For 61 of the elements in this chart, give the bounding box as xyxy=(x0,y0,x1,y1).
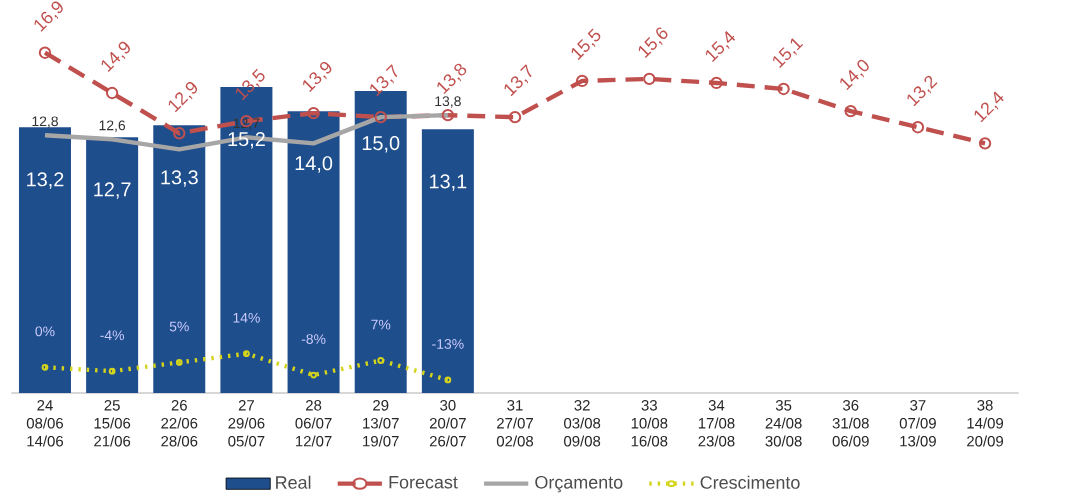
point xyxy=(243,350,250,358)
x-tick-label: 30 20/07 26/07 xyxy=(429,400,466,447)
data-label: 13,8 xyxy=(435,96,461,108)
data-label: 0% xyxy=(35,326,55,337)
point xyxy=(307,106,320,120)
x-tick-label: 25 15/06 21/06 xyxy=(94,400,131,447)
x-tick-label: 35 24/08 30/08 xyxy=(765,400,802,447)
data-label: -4% xyxy=(100,330,125,341)
data-label: 12,7 xyxy=(94,182,131,199)
x-tick-label: 32 03/08 09/08 xyxy=(564,400,601,447)
x-tick-label: 27 29/06 05/07 xyxy=(228,400,265,447)
point xyxy=(575,74,589,88)
point xyxy=(508,110,522,124)
data-label: 12,8 xyxy=(32,116,58,128)
data-label: 15,0 xyxy=(362,136,400,153)
legend-label: Orçamento xyxy=(535,475,623,493)
point xyxy=(377,357,385,364)
point xyxy=(710,76,723,90)
x-tick-label: 28 06/07 12/07 xyxy=(295,400,332,447)
data-label: 14% xyxy=(233,312,260,323)
data-label: 12,6 xyxy=(99,120,126,132)
data-label: 15,2 xyxy=(228,132,265,149)
data-label: 13,3 xyxy=(161,170,198,187)
legend-label: Crescimento xyxy=(700,475,800,489)
data-label: 12,4 xyxy=(974,91,1004,123)
point xyxy=(844,104,857,118)
point xyxy=(911,121,925,134)
data-label: 7% xyxy=(371,319,391,330)
data-label: 13,1 xyxy=(430,174,467,191)
legend-label: Forecast xyxy=(389,476,458,489)
legend-label: Real xyxy=(276,475,311,489)
data-label: 13,9 xyxy=(303,61,332,93)
point xyxy=(777,82,790,96)
point xyxy=(441,108,455,122)
data-label: -13% xyxy=(432,339,464,349)
x-tick-label: 29 13/07 19/07 xyxy=(363,400,399,447)
point xyxy=(374,110,387,124)
point xyxy=(175,359,183,366)
point xyxy=(444,376,452,384)
point xyxy=(643,72,656,86)
data-label: 13,2 xyxy=(27,172,64,189)
data-label: 5% xyxy=(169,321,189,332)
point xyxy=(41,363,49,371)
x-tick-label: 34 17/08 23/08 xyxy=(698,400,735,447)
x-tick-label: 24 08/06 14/06 xyxy=(26,400,64,447)
data-label: 15,1 xyxy=(773,38,804,68)
point xyxy=(173,127,186,140)
data-label: -8% xyxy=(301,334,326,344)
point xyxy=(310,371,317,379)
x-tick-label: 33 10/08 16/08 xyxy=(631,400,668,447)
x-tick-label: 31 27/07 02/08 xyxy=(496,400,534,447)
point xyxy=(108,367,116,375)
x-tick-label: 37 07/09 13/09 xyxy=(899,400,936,447)
point xyxy=(38,46,52,59)
data-label: 12,9 xyxy=(168,82,198,113)
point xyxy=(978,137,992,150)
point xyxy=(105,86,119,100)
x-tick-label: 26 22/06 28/06 xyxy=(161,400,198,447)
x-tick-label: 38 14/09 20/09 xyxy=(967,400,1004,447)
x-tick-label: 36 31/08 06/09 xyxy=(832,400,869,447)
data-label: 14,0 xyxy=(295,156,333,173)
